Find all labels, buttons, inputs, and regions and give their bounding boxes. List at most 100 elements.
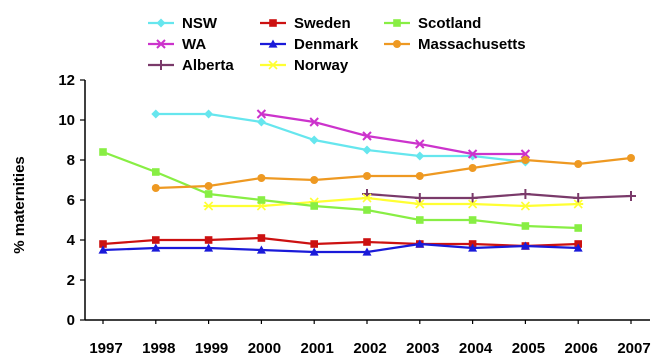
legend-label: Scotland <box>418 15 481 32</box>
legend-swatch-marker <box>268 60 278 70</box>
data-point <box>520 201 531 211</box>
data-point <box>467 149 478 159</box>
data-point <box>520 189 531 199</box>
data-point <box>310 176 319 184</box>
data-point <box>415 172 424 180</box>
y-tick-label: 2 <box>67 272 75 289</box>
data-point <box>414 199 425 209</box>
series-massachusetts <box>151 154 635 192</box>
data-point <box>310 202 318 210</box>
data-point <box>256 109 267 119</box>
legend: NSW WA Alberta Sweden Denmark Norway Scotland M… <box>148 15 526 74</box>
data-point <box>573 243 583 252</box>
legend-swatch-marker <box>393 40 401 48</box>
legend-label: Sweden <box>294 15 351 32</box>
data-point <box>520 149 531 159</box>
series-line-sweden <box>102 236 579 248</box>
legend-swatch-marker <box>393 19 401 27</box>
legend-label: WA <box>182 36 206 53</box>
series-line-norway <box>208 196 579 208</box>
data-point <box>152 236 160 244</box>
data-point <box>363 238 371 246</box>
legend-item-alberta: Alberta <box>148 57 234 74</box>
data-point <box>468 164 477 172</box>
data-point <box>362 193 372 203</box>
data-point <box>204 243 214 252</box>
y-tick-label: 8 <box>67 152 75 169</box>
data-point <box>573 199 584 209</box>
legend-item-norway: Norway <box>260 57 349 74</box>
data-point <box>363 172 371 180</box>
legend-swatch-marker <box>269 19 277 27</box>
data-point <box>574 224 582 232</box>
x-tick-label: 2005 <box>512 340 545 356</box>
data-point <box>415 151 425 161</box>
series-scotland <box>99 148 582 232</box>
data-point <box>468 216 477 224</box>
series-line-denmark <box>102 242 579 254</box>
data-point <box>362 145 372 155</box>
data-point <box>362 131 372 141</box>
y-tick-label: 12 <box>58 72 75 89</box>
series-line-massachusetts <box>155 156 632 190</box>
series-alberta <box>362 189 636 203</box>
data-point <box>203 201 214 211</box>
data-point <box>151 184 160 192</box>
legend-label: Norway <box>294 57 349 74</box>
data-point <box>627 154 635 162</box>
legend-item-denmark: Denmark <box>260 36 359 53</box>
data-point <box>257 174 266 182</box>
x-tick-label: 2000 <box>248 340 281 356</box>
data-point <box>99 148 107 156</box>
x-tick-label: 2002 <box>353 340 386 356</box>
data-point <box>362 247 372 256</box>
data-point <box>204 190 213 198</box>
data-point <box>99 240 107 248</box>
data-point <box>521 222 530 230</box>
series-layer <box>98 109 636 256</box>
x-axis-ticks: 1997 1998 1999 2000 2001 2002 2003 2004 2005 2006… <box>89 320 651 356</box>
legend-item-sweden: Sweden <box>260 15 351 32</box>
series-line-scotland <box>102 150 579 230</box>
series-line-nsw <box>155 112 526 164</box>
data-point <box>626 191 636 201</box>
data-point <box>204 236 213 244</box>
data-point <box>98 245 108 254</box>
data-point <box>468 243 478 252</box>
data-point <box>521 156 530 164</box>
y-tick-label: 4 <box>67 232 76 249</box>
data-point <box>309 135 319 145</box>
x-tick-label: 2004 <box>459 340 493 356</box>
data-point <box>573 193 584 203</box>
data-point <box>414 193 425 203</box>
data-point <box>520 241 530 250</box>
data-point <box>257 234 266 242</box>
data-point <box>309 117 319 127</box>
series-nsw <box>151 109 530 167</box>
data-point <box>467 199 478 209</box>
legend-swatch-marker <box>268 39 278 48</box>
y-axis-ticks: 0 2 4 6 8 10 12 <box>58 72 85 329</box>
data-point <box>152 168 160 176</box>
data-point <box>416 216 424 224</box>
series-line-alberta <box>366 192 632 200</box>
data-point <box>363 206 371 214</box>
x-tick-label: 2003 <box>406 340 439 356</box>
x-tick-label: 2007 <box>617 340 650 356</box>
y-tick-label: 10 <box>58 112 75 129</box>
series-denmark <box>98 239 583 256</box>
legend-label: Massachusetts <box>418 36 526 53</box>
data-point <box>574 160 583 168</box>
legend-item-nsw: NSW <box>148 15 218 32</box>
y-axis-label: % maternities <box>11 156 28 254</box>
y-tick-label: 0 <box>67 312 75 329</box>
x-tick-label: 2006 <box>565 340 598 356</box>
legend-label: NSW <box>182 15 218 32</box>
legend-label: Alberta <box>182 57 234 74</box>
legend-item-massachusetts: Massachusetts <box>384 36 526 53</box>
data-point <box>310 240 318 248</box>
data-point <box>257 196 266 204</box>
legend-item-scotland: Scotland <box>384 15 481 32</box>
x-tick-label: 1997 <box>89 340 122 356</box>
data-point <box>151 243 161 252</box>
